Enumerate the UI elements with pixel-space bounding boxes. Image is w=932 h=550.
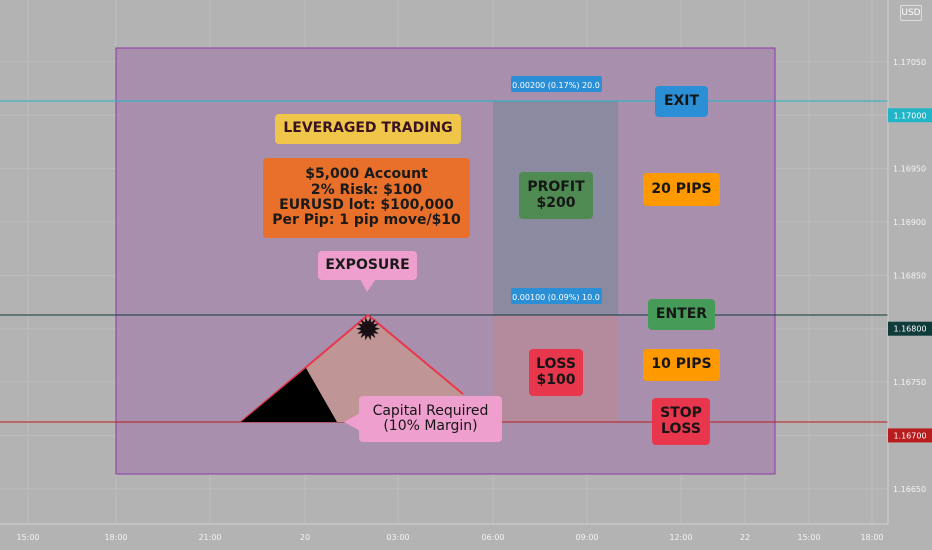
exposure-label: EXPOSURE <box>318 251 417 280</box>
time-axis: 15:00 18:00 21:00 20 03:00 06:00 09:00 12:00 22 1… <box>16 533 883 542</box>
stop-loss-label: STOP LOSS <box>652 398 710 445</box>
x-tick-label: 22 <box>740 533 750 542</box>
exposure-callout-pointer <box>360 279 376 292</box>
x-tick-label: 18:00 <box>860 533 883 542</box>
loss-label: LOSS $100 <box>529 349 583 396</box>
currency-button[interactable]: USD <box>900 5 922 21</box>
loss-tool-label: 0.00100 (0.09%) 10.0 <box>512 293 600 302</box>
profit-tool-label: 0.00200 (0.17%) 20.0 <box>512 81 600 90</box>
capital-callout-pointer <box>344 412 362 432</box>
x-tick-label: 18:00 <box>104 533 127 542</box>
x-tick-label: 03:00 <box>386 533 409 542</box>
price-tag-label-enter: 1.16800 <box>893 325 926 334</box>
x-tick-label: 09:00 <box>575 533 598 542</box>
y-tick-label: 1.17050 <box>893 58 926 67</box>
exit-label: EXIT <box>655 86 708 117</box>
y-tick-label: 1.16900 <box>893 218 926 227</box>
price-tag-label-stop: 1.16700 <box>893 431 926 440</box>
profit-label: PROFIT $200 <box>519 172 593 219</box>
exposure-line-right <box>367 314 464 395</box>
price-tag-stop <box>888 428 932 443</box>
x-tick-label: 20 <box>300 533 310 542</box>
price-tag-exit <box>888 108 932 123</box>
exposure-burst-icon <box>356 317 380 341</box>
x-tick-label: 06:00 <box>481 533 504 542</box>
x-tick-label: 21:00 <box>198 533 221 542</box>
price-tags: 1.17000 1.16800 1.16700 <box>888 108 932 443</box>
capital-required-label: Capital Required (10% Margin) <box>359 396 502 442</box>
y-tick-label: 1.16650 <box>893 485 926 494</box>
loss-pips-label: 10 PIPS <box>643 349 720 381</box>
x-tick-label: 15:00 <box>16 533 39 542</box>
price-tag-label-exit: 1.17000 <box>893 111 926 120</box>
y-tick-label: 1.16850 <box>893 271 926 280</box>
loss-tool-label-bg <box>511 288 602 304</box>
x-tick-label: 12:00 <box>669 533 692 542</box>
enter-label: ENTER <box>648 299 715 330</box>
price-axis: 1.17050 1.17000 1.16950 1.16900 1.16850 1.168… <box>893 58 926 494</box>
y-tick-label: 1.16950 <box>893 165 926 174</box>
x-tick-label: 15:00 <box>797 533 820 542</box>
price-tag-enter <box>888 321 932 336</box>
profit-tool-label-bg <box>511 76 602 92</box>
y-tick-label: 1.16750 <box>893 378 926 387</box>
leveraged-trading-label: LEVERAGED TRADING <box>275 114 461 144</box>
capital-black-triangle <box>241 368 337 422</box>
account-info-label: $5,000 Account 2% Risk: $100 EURUSD lot:… <box>263 158 470 238</box>
exposure-line-left <box>240 314 369 423</box>
profit-pips-label: 20 PIPS <box>643 173 720 206</box>
